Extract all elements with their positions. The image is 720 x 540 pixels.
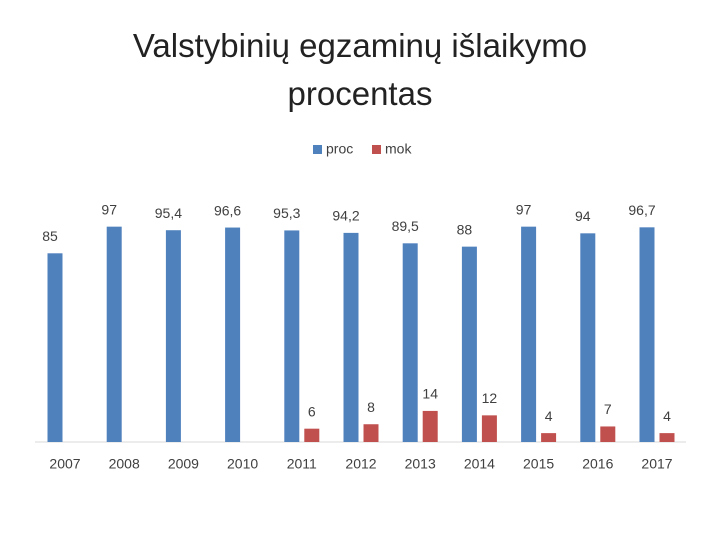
x-tick-label: 2012 (345, 456, 376, 472)
legend-swatch (372, 145, 381, 154)
data-label: 95,4 (155, 205, 182, 221)
data-label: 89,5 (392, 218, 419, 234)
data-label: 12 (482, 390, 498, 406)
x-tick-label: 2014 (464, 456, 495, 472)
chart-title: Valstybinių egzaminų išlaikymo procentas (132, 27, 588, 112)
bar (225, 227, 241, 442)
x-tick-label: 2011 (287, 456, 317, 472)
data-label: 14 (422, 386, 438, 402)
data-label: 94,2 (332, 208, 359, 224)
x-tick-label: 2016 (582, 456, 613, 472)
bar (363, 424, 379, 442)
x-tick-label: 2017 (641, 456, 672, 472)
data-label: 7 (604, 401, 612, 417)
bar (343, 232, 359, 442)
bar (639, 227, 655, 442)
data-label: 97 (101, 201, 117, 217)
x-tick-label: 2015 (523, 456, 554, 472)
x-tick-label: 2009 (168, 456, 199, 472)
data-label: 8 (367, 399, 375, 415)
data-label: 88 (457, 221, 473, 237)
x-tick-label: 2010 (227, 456, 258, 472)
x-tick-label: 2008 (109, 456, 140, 472)
bar (521, 226, 537, 442)
bar (580, 233, 596, 442)
bar (106, 226, 122, 442)
bar (304, 428, 320, 442)
legend-swatch (313, 145, 322, 154)
bar (402, 243, 418, 442)
bar (541, 433, 557, 442)
legend-label: mok (385, 141, 412, 157)
data-label: 6 (308, 403, 316, 419)
data-label: 4 (663, 408, 671, 424)
bar (422, 410, 438, 442)
data-label: 94 (575, 208, 591, 224)
x-tick-label: 2013 (405, 456, 436, 472)
data-label: 85 (42, 228, 58, 244)
bar (600, 426, 616, 442)
data-label: 97 (516, 201, 532, 217)
bar (47, 253, 63, 442)
data-label: 96,6 (214, 202, 241, 218)
data-label: 95,3 (273, 205, 300, 221)
data-label: 96,7 (628, 202, 655, 218)
data-label: 4 (545, 408, 553, 424)
legend-label: proc (326, 141, 353, 157)
bar (461, 246, 477, 442)
bar (659, 433, 675, 442)
x-tick-label: 2007 (49, 456, 80, 472)
bar (165, 230, 181, 442)
bar (284, 230, 300, 442)
bar (481, 415, 497, 442)
